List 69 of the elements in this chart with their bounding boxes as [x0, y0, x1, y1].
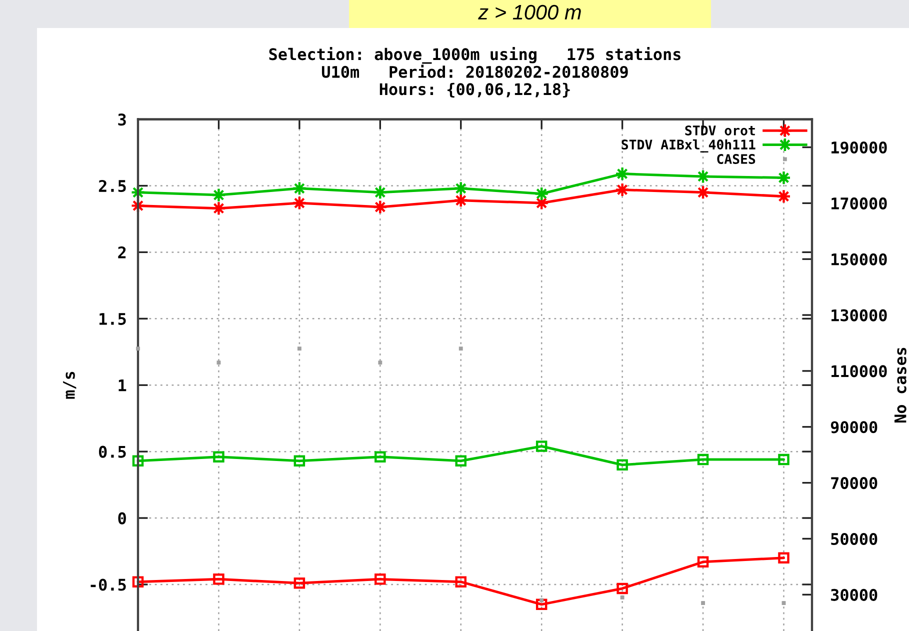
point — [372, 200, 388, 214]
point — [776, 189, 792, 204]
y-tick-label: 1 — [118, 380, 126, 392]
y2-tick-label: 30000 — [831, 588, 878, 601]
y-tick-label: 2.5 — [98, 180, 126, 192]
chart-title: z > 1000 m — [478, 4, 581, 20]
y2-tick-label: 150000 — [832, 253, 887, 266]
y2-tick-label: 190000 — [832, 141, 887, 154]
point — [696, 185, 710, 200]
point — [697, 556, 709, 568]
point — [778, 552, 790, 564]
point — [374, 574, 386, 585]
point — [136, 346, 140, 351]
point — [540, 598, 544, 602]
point — [616, 582, 628, 594]
y-axis-title: m/s — [63, 372, 76, 399]
y2-tick-label: 170000 — [832, 197, 887, 210]
point — [776, 170, 792, 186]
y2-axis-title: No cases — [894, 348, 906, 423]
point — [211, 188, 226, 202]
point — [620, 595, 624, 600]
point — [455, 455, 466, 466]
point — [213, 574, 224, 585]
point — [534, 196, 549, 210]
y-tick-label: 0.5 — [99, 446, 126, 458]
point — [211, 200, 226, 216]
point — [697, 454, 709, 466]
point — [132, 455, 144, 466]
y2-tick-label: 70000 — [831, 477, 878, 490]
point — [778, 454, 790, 466]
point — [534, 186, 549, 202]
point — [701, 601, 705, 606]
point — [458, 346, 463, 351]
point — [782, 601, 786, 606]
legend-label: STDV orot — [685, 125, 755, 136]
point — [213, 451, 224, 463]
y2-tick-label: 50000 — [831, 532, 878, 546]
point — [378, 360, 382, 365]
point — [374, 451, 386, 463]
y-tick-label: 3 — [118, 114, 126, 126]
point — [614, 166, 630, 182]
point — [216, 360, 221, 365]
point — [292, 181, 307, 196]
y-tick-label: 2 — [118, 246, 126, 258]
point — [294, 578, 306, 589]
chart-subtitle: Selection: above_1000m using 175 stations U10m Period: 20180202-20180809 Hours: {00,06,12,18} — [269, 47, 680, 98]
point — [454, 193, 468, 208]
y2-tick-label: 90000 — [830, 421, 878, 434]
point — [130, 198, 146, 214]
point — [536, 440, 548, 452]
y-tick-label: 0 — [118, 512, 126, 524]
point — [614, 182, 630, 198]
point — [536, 598, 548, 610]
point — [292, 196, 307, 210]
legend-label: CASES — [717, 154, 756, 164]
point — [455, 576, 466, 588]
y2-tick-label: 130000 — [832, 309, 887, 322]
point — [294, 455, 306, 466]
y-tick-label: 1.5 — [100, 313, 126, 325]
point — [130, 185, 146, 200]
y-tick-label: -0.5 — [90, 578, 126, 591]
legend-label: STDV AIBxl_40h111 — [622, 139, 756, 152]
point — [616, 459, 628, 470]
point — [454, 181, 468, 196]
y2-tick-label: 110000 — [832, 365, 887, 378]
point — [297, 346, 302, 351]
point — [132, 576, 144, 588]
point — [696, 169, 710, 184]
point — [372, 185, 388, 200]
